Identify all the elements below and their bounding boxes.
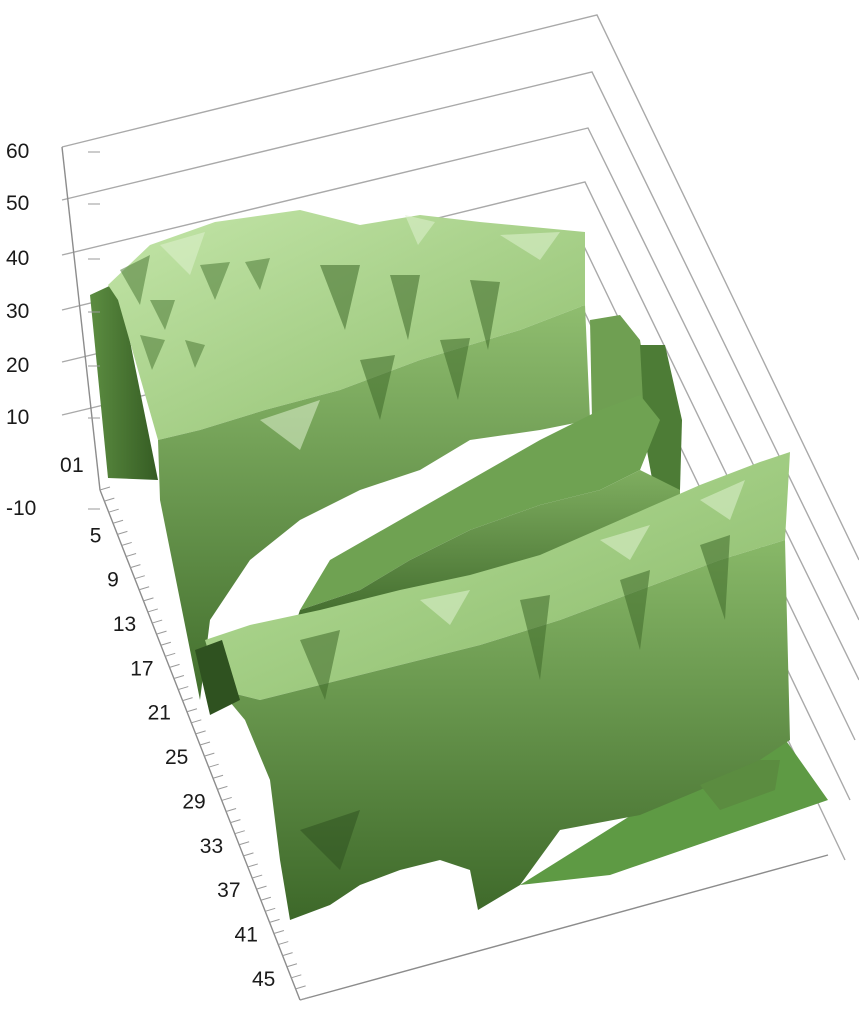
- depth-tick-mark: [295, 985, 306, 990]
- depth-tick-mark: [182, 697, 193, 702]
- depth-tick-mark: [104, 497, 115, 502]
- z-tick-label: 30: [6, 300, 29, 323]
- surface-facets: [120, 215, 745, 870]
- depth-tick-mark: [286, 963, 298, 968]
- z-axis-line: [61, 146, 101, 491]
- depth-tick-mark: [160, 641, 172, 646]
- depth-tick-mark: [186, 708, 198, 713]
- depth-tick-mark: [269, 918, 280, 923]
- depth-tick-label: 21: [148, 702, 171, 725]
- depth-tick-mark: [247, 863, 258, 868]
- depth-tick-mark: [121, 541, 132, 546]
- depth-tick-mark: [238, 841, 250, 846]
- depth-tick-mark: [117, 530, 128, 535]
- depth-tick-mark: [256, 885, 267, 890]
- z-tick-label: 20: [6, 354, 29, 377]
- depth-tick-label: 13: [113, 613, 136, 636]
- depth-tick-mark: [265, 907, 276, 912]
- depth-tick-label: 29: [182, 790, 205, 813]
- depth-tick-mark: [273, 929, 285, 934]
- depth-tick-mark: [260, 896, 272, 901]
- depth-tick-mark: [138, 586, 150, 591]
- depth-tick-mark: [204, 752, 215, 757]
- depth-tick-mark: [243, 852, 254, 857]
- depth-tick-mark: [178, 686, 189, 691]
- depth-tick-label: 45: [252, 968, 275, 991]
- depth-tick-mark: [169, 663, 180, 668]
- depth-tick-label: 17: [130, 657, 153, 680]
- depth-tick-mark: [252, 874, 263, 879]
- depth-tick-mark: [134, 575, 145, 580]
- gridline-0: [61, 14, 859, 561]
- depth-tick-mark: [230, 819, 241, 824]
- depth-tick-mark: [99, 486, 111, 491]
- depth-tick-mark: [165, 652, 176, 657]
- depth-tick-mark: [156, 630, 167, 635]
- depth-tick-mark: [208, 763, 219, 768]
- gridline-1: [61, 71, 859, 621]
- depth-tick-mark: [108, 508, 119, 513]
- depth-tick-mark: [191, 719, 202, 724]
- depth-tick-mark: [112, 519, 124, 524]
- z-tick-label: 10: [6, 406, 29, 429]
- depth-axis-ticks: 59 13 17 21 25 29 33 37 41 45: [90, 486, 311, 1001]
- depth-tick-label: 33: [200, 835, 223, 858]
- depth-tick-mark: [143, 597, 154, 602]
- depth-tick-mark: [299, 996, 311, 1001]
- depth-tick-mark: [217, 785, 228, 790]
- z-tick-label: 1: [72, 454, 84, 477]
- z-axis-ticks: -10 0 1 10 20 30 40 50 60: [6, 140, 100, 520]
- depth-tick-mark: [152, 619, 163, 624]
- depth-tick-mark: [212, 774, 224, 779]
- depth-tick-mark: [130, 564, 141, 569]
- z-tick-label: -10: [6, 497, 36, 520]
- depth-tick-label: 5: [90, 524, 102, 547]
- depth-tick-mark: [291, 974, 302, 979]
- z-tick-label: 0: [60, 454, 72, 477]
- depth-tick-label: 37: [217, 879, 240, 902]
- depth-tick-mark: [278, 941, 289, 946]
- depth-tick-mark: [125, 553, 137, 558]
- depth-tick-mark: [199, 741, 211, 746]
- depth-tick-mark: [282, 952, 293, 957]
- depth-tick-mark: [221, 796, 232, 801]
- depth-tick-label: 25: [165, 746, 188, 769]
- floor-front-edge: [299, 854, 829, 1001]
- depth-tick-label: 41: [235, 923, 258, 946]
- depth-tick-mark: [234, 830, 245, 835]
- depth-tick-mark: [173, 674, 185, 679]
- surface-ridge-3: [195, 452, 790, 920]
- depth-tick-mark: [225, 808, 237, 813]
- z-tick-label: 60: [6, 140, 29, 163]
- z-tick-label: 50: [6, 192, 29, 215]
- depth-tick-label: 9: [107, 569, 119, 592]
- z-tick-label: 40: [6, 247, 29, 270]
- depth-tick-mark: [147, 608, 158, 613]
- depth-tick-mark: [195, 730, 206, 735]
